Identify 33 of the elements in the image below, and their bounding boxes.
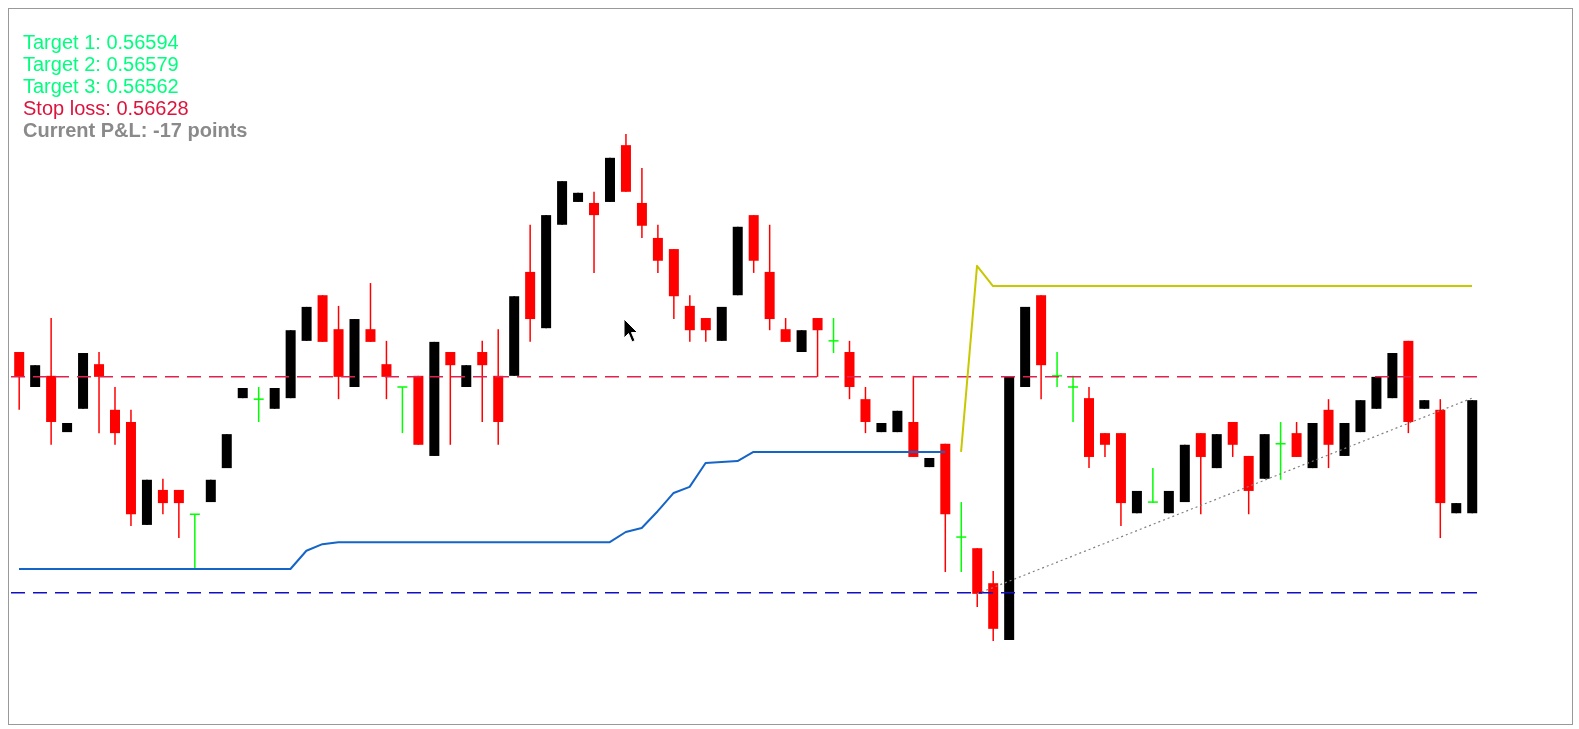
candlestick (955, 501, 968, 573)
candlestick (445, 351, 456, 446)
candlestick (94, 351, 105, 434)
candlestick (700, 317, 711, 343)
candlestick (860, 386, 871, 434)
candlestick (1099, 432, 1110, 458)
text: Target 3: 0.56562 (23, 75, 180, 97)
annotation: Current P&L: -17 points (23, 119, 248, 141)
candlestick (652, 224, 663, 274)
candlestick (589, 191, 600, 274)
candlestick (1195, 432, 1206, 515)
candlestick (396, 386, 409, 434)
candlestick (780, 317, 791, 343)
candlestick (461, 364, 472, 388)
candlestick (365, 282, 376, 343)
candlestick (252, 386, 265, 423)
candlestick (173, 489, 184, 539)
candlestick (269, 387, 280, 410)
candlestick (1147, 467, 1159, 504)
candlestick (827, 317, 840, 354)
text: Target 1: 0.56594 (23, 31, 180, 53)
candlestick (812, 317, 823, 378)
text: Stop loss: 0.56628 (23, 97, 190, 119)
candlestick (157, 478, 168, 515)
candlestick (477, 340, 488, 423)
candlestick (1291, 421, 1302, 458)
candlestick (381, 340, 392, 400)
candlestick (110, 386, 120, 446)
candlestick (1227, 421, 1238, 458)
candlestick (1067, 375, 1079, 423)
text: Target 2: 0.56579 (23, 53, 180, 75)
candlestick (1274, 421, 1287, 481)
candlestick (636, 167, 647, 239)
